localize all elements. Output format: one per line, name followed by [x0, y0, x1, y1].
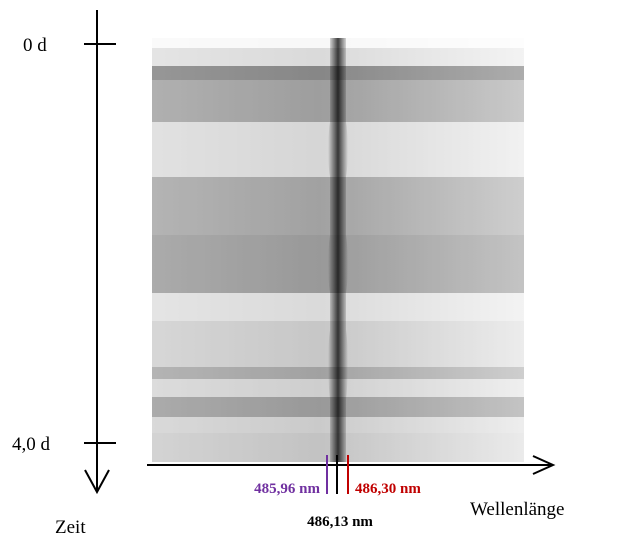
marker-label: 486,13 nm — [307, 514, 373, 530]
marker-label: 486,30 nm — [355, 481, 421, 497]
axis-label: Zeit — [55, 517, 86, 538]
marker-label: 485,96 nm — [254, 481, 320, 497]
spectrum-band — [328, 38, 348, 462]
tick-label: 0 d — [23, 35, 47, 56]
tick-label: 4,0 d — [12, 434, 51, 455]
axis-label: Wellenlänge — [470, 499, 564, 520]
spectrum-image — [152, 38, 524, 462]
time-axis — [84, 10, 116, 495]
